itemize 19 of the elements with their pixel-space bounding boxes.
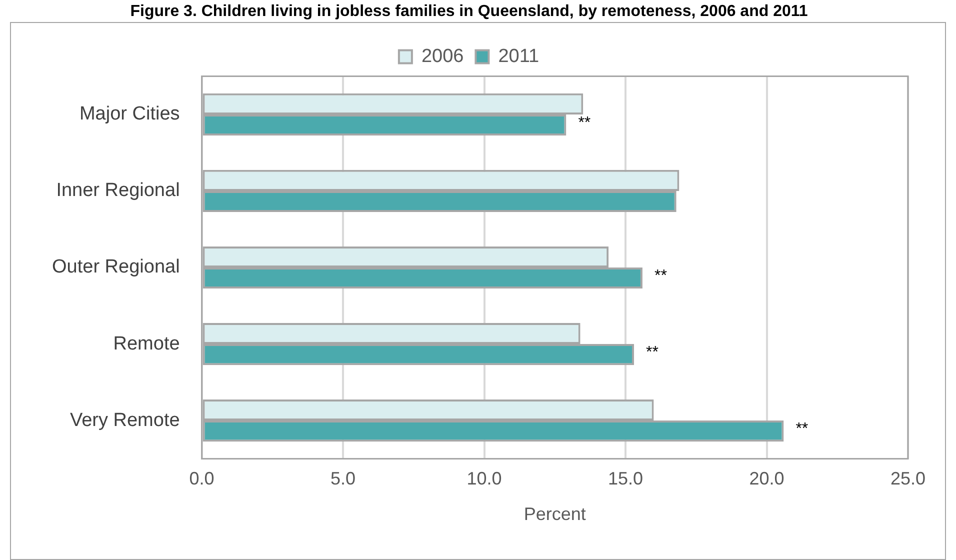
chart-title: Figure 3. Children living in jobless families in Queensland, by remoteness, 2006 and 2011 bbox=[130, 3, 808, 20]
legend-label: 2006 bbox=[421, 46, 464, 67]
x-tick-label: 25.0 bbox=[890, 468, 926, 489]
legend-label: 2011 bbox=[498, 46, 540, 67]
x-tick-label: 5.0 bbox=[330, 468, 356, 489]
x-tick-label: 0.0 bbox=[189, 468, 214, 489]
annotation: ** bbox=[796, 420, 808, 438]
annotation: ** bbox=[654, 267, 667, 284]
annotation: ** bbox=[646, 344, 658, 361]
x-tick-label: 15.0 bbox=[608, 468, 644, 489]
x-tick-label: 20.0 bbox=[749, 468, 784, 489]
y-tick-label: Major Cities bbox=[79, 104, 180, 125]
y-tick-label: Very Remote bbox=[70, 410, 180, 431]
annotation: ** bbox=[578, 114, 591, 132]
y-tick-label: Remote bbox=[113, 333, 180, 354]
x-tick-label: 10.0 bbox=[466, 468, 502, 489]
x-axis-title: Percent bbox=[524, 504, 586, 524]
y-tick-label: Inner Regional bbox=[56, 180, 180, 202]
y-tick-label: Outer Regional bbox=[52, 256, 180, 278]
